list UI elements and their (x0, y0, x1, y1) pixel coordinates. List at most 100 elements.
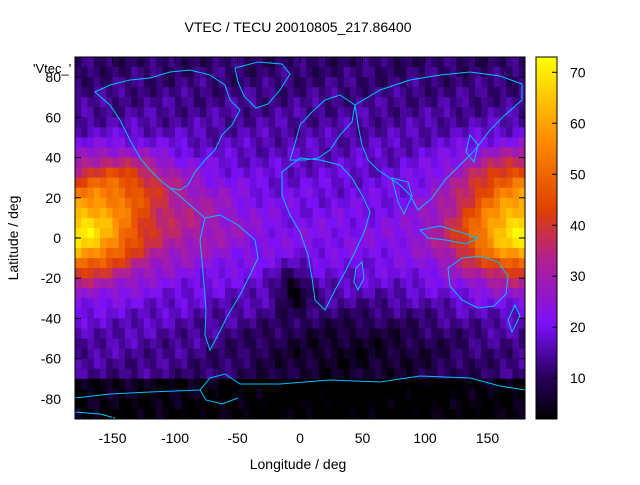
coastlines (75, 61, 525, 419)
heatmap-cell (275, 217, 282, 229)
heatmap-cell (437, 338, 445, 350)
heatmap-cell (331, 67, 339, 78)
heatmap-cell (306, 147, 314, 159)
heatmap-cell (250, 197, 257, 209)
heatmap-cell (112, 77, 120, 88)
heatmap-cell (487, 338, 495, 350)
heatmap-cell (293, 328, 301, 340)
heatmap-cell (412, 177, 420, 189)
heatmap-cell (287, 67, 295, 78)
heatmap-cell (93, 197, 101, 209)
heatmap-cell (512, 167, 520, 179)
heatmap-cell (443, 248, 451, 259)
heatmap-cell (506, 398, 514, 410)
heatmap-cell (518, 288, 525, 299)
heatmap-cell (200, 248, 207, 259)
heatmap-cell (425, 258, 432, 269)
heatmap-cell (200, 258, 207, 269)
heatmap-cell (93, 87, 101, 98)
heatmap-cell (162, 97, 170, 108)
heatmap-cell (268, 87, 276, 98)
heatmap-cell (218, 318, 226, 330)
heatmap-cell (393, 388, 401, 400)
heatmap-cell (387, 57, 395, 68)
heatmap-cell (487, 278, 495, 289)
heatmap-cell (481, 177, 489, 189)
heatmap-cell (268, 248, 276, 259)
heatmap-cell (425, 87, 432, 98)
heatmap-cell (106, 328, 114, 340)
heatmap-cell (331, 117, 339, 128)
heatmap-cell (512, 57, 520, 68)
heatmap-cell (493, 127, 501, 139)
heatmap-cell (406, 217, 414, 229)
heatmap-cell (181, 338, 189, 350)
heatmap-cell (237, 147, 245, 159)
heatmap-cell (518, 147, 525, 159)
heatmap-cell (137, 408, 145, 419)
heatmap-cell (231, 157, 239, 169)
heatmap-cell (106, 378, 114, 390)
heatmap-cell (475, 398, 482, 410)
heatmap-cell (87, 57, 95, 68)
heatmap-cell (243, 187, 251, 199)
heatmap-cell (406, 147, 414, 159)
heatmap-cell (368, 238, 376, 249)
heatmap-cell (218, 57, 226, 68)
heatmap-cell (425, 117, 432, 128)
y-tick-label: -40 (41, 310, 61, 326)
heatmap-cell (375, 278, 382, 289)
heatmap-cell (387, 398, 395, 410)
heatmap-cell (225, 288, 232, 299)
heatmap-cell (337, 77, 345, 88)
heatmap-cell (450, 388, 457, 400)
heatmap-cell (293, 378, 301, 390)
heatmap-cell (418, 338, 426, 350)
heatmap-cell (368, 268, 376, 279)
heatmap-cell (312, 348, 320, 360)
heatmap-cell (93, 167, 101, 179)
heatmap-cell (200, 238, 207, 249)
heatmap-cell (362, 77, 370, 88)
heatmap-cell (225, 258, 232, 269)
heatmap-cell (400, 268, 407, 279)
heatmap-cell (500, 328, 507, 340)
heatmap-cell (381, 288, 389, 299)
heatmap-cell (231, 87, 239, 98)
heatmap-cell (400, 368, 407, 380)
heatmap-cell (75, 318, 82, 330)
heatmap-cell (281, 217, 289, 229)
heatmap-cell (506, 197, 514, 209)
heatmap-cell (381, 187, 389, 199)
heatmap-cell (362, 227, 370, 239)
heatmap-cell (125, 378, 132, 390)
heatmap-cell (237, 258, 245, 269)
heatmap-cell (300, 197, 307, 209)
heatmap-cell (443, 207, 451, 219)
heatmap-cell (81, 57, 89, 68)
heatmap-cell (212, 217, 220, 229)
heatmap-cell (437, 97, 445, 108)
heatmap-cell (512, 107, 520, 118)
heatmap-cell (450, 67, 457, 78)
heatmap-cell (437, 258, 445, 269)
heatmap-cell (131, 318, 139, 330)
heatmap-cell (231, 288, 239, 299)
heatmap-cell (331, 177, 339, 189)
heatmap-cell (118, 378, 126, 390)
heatmap-cell (112, 207, 120, 219)
heatmap-cell (118, 268, 126, 279)
heatmap-cell (187, 217, 195, 229)
heatmap-cell (156, 308, 164, 320)
heatmap-cell (431, 258, 439, 269)
heatmap-cell (343, 408, 351, 419)
heatmap-cell (243, 137, 251, 149)
heatmap-cell (475, 187, 482, 199)
heatmap-cell (218, 167, 226, 179)
heatmap-cell (387, 318, 395, 330)
heatmap-cell (287, 298, 295, 309)
heatmap-cell (100, 348, 107, 360)
heatmap-cell (206, 67, 214, 78)
heatmap-cell (75, 378, 82, 390)
heatmap-cell (287, 147, 295, 159)
